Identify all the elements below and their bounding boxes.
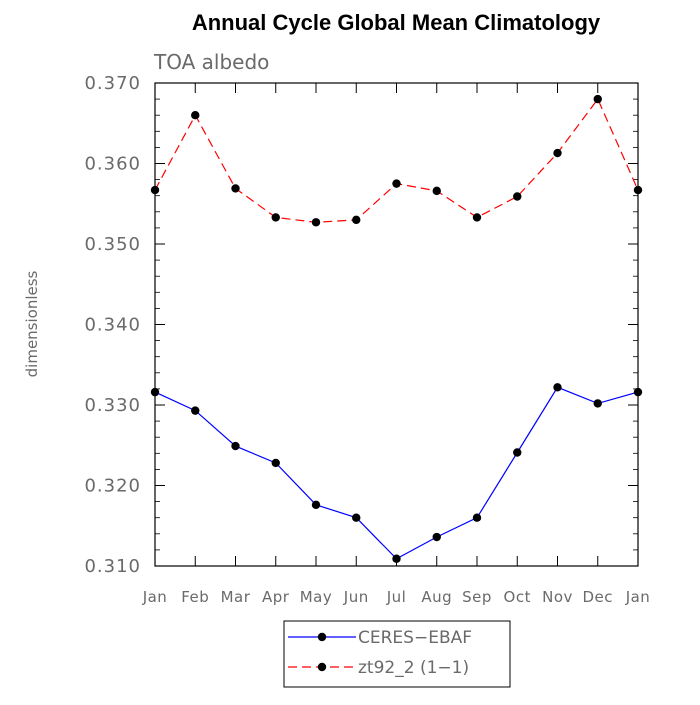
data-point — [513, 448, 522, 457]
data-point — [352, 215, 361, 225]
legend-box — [283, 620, 511, 688]
plot-area: 0.310 0.320 0.330 0.340 0.350 0.360 0.370 Jan Fe… — [84, 73, 651, 606]
x-tick-label: Mar — [221, 588, 251, 606]
data-point — [472, 213, 482, 222]
y-tick-label: 0.360 — [84, 154, 141, 175]
data-point — [432, 532, 441, 542]
data-point — [352, 513, 361, 522]
data-point — [593, 94, 602, 104]
legend: CERES−EBAF zt92_2 (1−1) — [283, 620, 511, 688]
data-point — [311, 500, 321, 510]
data-point — [191, 111, 200, 120]
data-point — [553, 148, 562, 158]
x-tick-label: Nov — [542, 588, 573, 606]
data-point — [150, 185, 160, 195]
y-axis-label: dimensionless — [23, 270, 41, 377]
data-point — [191, 406, 200, 415]
x-tick-label: Oct — [504, 588, 531, 606]
chart-title: Annual Cycle Global Mean Climatology — [192, 10, 601, 35]
x-tick-label: Dec — [582, 588, 613, 606]
data-point — [231, 441, 240, 451]
series-line — [154, 386, 639, 560]
legend-label: zt92_2 (1−1) — [358, 658, 469, 678]
x-tick-label: May — [300, 588, 333, 606]
data-point — [553, 383, 562, 392]
data-point — [392, 179, 401, 188]
y-tick-label: 0.320 — [84, 476, 141, 497]
x-tick-label: Sep — [462, 588, 492, 606]
y-tick-label: 0.330 — [84, 395, 141, 416]
series-line — [154, 97, 639, 223]
data-point — [150, 387, 160, 397]
data-point — [633, 185, 643, 195]
panel-label: TOA albedo — [153, 50, 269, 74]
data-point — [392, 554, 401, 563]
data-point — [311, 218, 321, 227]
y-tick-label: 0.350 — [84, 234, 141, 255]
legend-swatch-marker — [317, 662, 327, 672]
x-tick-label: Jun — [343, 588, 369, 606]
x-tick-label: Apr — [262, 588, 290, 606]
y-tick-label: 0.370 — [84, 73, 141, 94]
data-point — [271, 213, 280, 222]
y-tick-label: 0.340 — [84, 315, 141, 336]
data-point — [271, 458, 280, 468]
plot-frame — [154, 82, 639, 567]
x-tick-label: Jan — [625, 588, 651, 606]
data-point — [633, 387, 643, 397]
data-point — [513, 192, 522, 201]
x-tick-label: Aug — [421, 588, 452, 606]
data-point — [593, 399, 602, 408]
data-point — [432, 186, 441, 196]
legend-label: CERES−EBAF — [358, 628, 472, 648]
x-tick-label: Feb — [181, 588, 209, 606]
data-point — [231, 184, 240, 193]
x-tick-label: Jan — [142, 588, 168, 606]
x-tick-label: Jul — [386, 588, 407, 606]
y-tick-label: 0.310 — [84, 556, 141, 577]
data-point — [472, 513, 482, 522]
legend-swatch-marker — [317, 632, 327, 642]
